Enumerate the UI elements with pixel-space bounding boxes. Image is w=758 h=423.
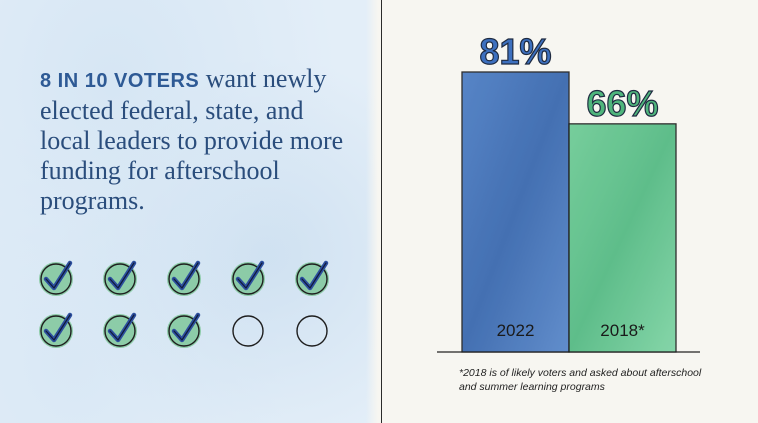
headline: 8 IN 10 VOTERS want newly elected federa… bbox=[40, 64, 360, 216]
value-label-2018: 66% bbox=[586, 83, 658, 124]
headline-emphasis: 8 IN 10 VOTERS bbox=[40, 70, 200, 92]
checked-circle-icon bbox=[295, 260, 329, 296]
empty-circle-icon bbox=[232, 315, 264, 347]
bar-2018 bbox=[568, 123, 677, 353]
left-panel bbox=[0, 0, 378, 423]
bar-2022 bbox=[461, 71, 570, 353]
checked-circle-icon bbox=[231, 260, 265, 296]
checked-circle-icon bbox=[39, 260, 73, 296]
checked-circle-icon bbox=[103, 260, 137, 296]
value-label-2022: 81% bbox=[479, 31, 551, 72]
panel-divider bbox=[381, 0, 382, 423]
footnote: *2018 is of likely voters and asked abou… bbox=[459, 366, 749, 394]
checked-circle-icon bbox=[39, 312, 73, 348]
checked-circle-icon bbox=[103, 312, 137, 348]
category-label-2022: 2022 bbox=[497, 321, 535, 340]
checked-circle-icon bbox=[167, 312, 201, 348]
headline-text: want newly elected federal, state, and l… bbox=[40, 64, 344, 215]
footnote-line-1: *2018 is of likely voters and asked abou… bbox=[459, 367, 702, 379]
category-label-2018: 2018* bbox=[600, 321, 645, 340]
footnote-line-2: and summer learning programs bbox=[459, 381, 605, 393]
empty-circle-icon bbox=[296, 315, 328, 347]
checked-circle-icon bbox=[167, 260, 201, 296]
